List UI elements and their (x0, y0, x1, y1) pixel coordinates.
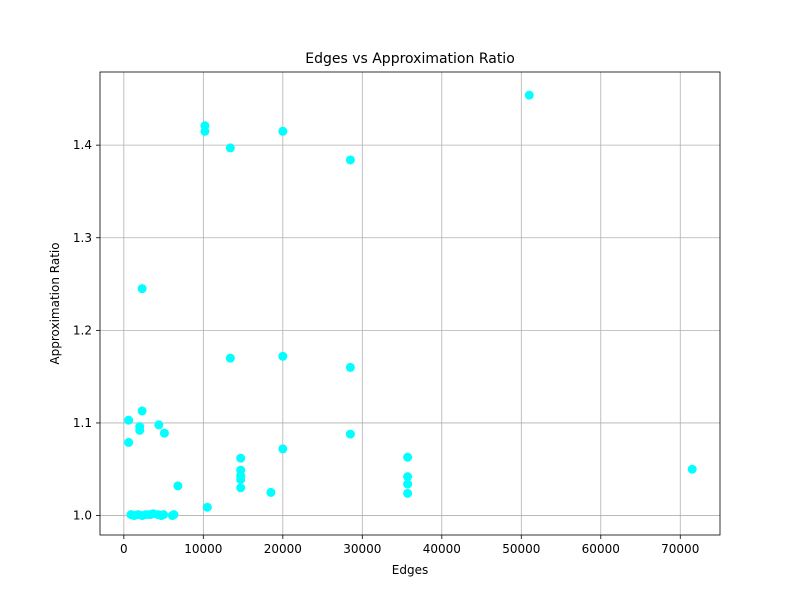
y-tick-label: 1.4 (73, 138, 92, 152)
data-point (173, 481, 183, 491)
x-tick-label: 50000 (502, 542, 540, 556)
data-point (236, 483, 246, 493)
data-point (169, 510, 179, 520)
data-point (278, 126, 288, 136)
data-point (124, 437, 134, 447)
x-axis-ticks: 0 10000 20000 30000 40000 50000 60000 70000 (120, 535, 699, 556)
data-point (403, 452, 413, 462)
data-point (137, 284, 147, 294)
y-tick-label: 1.0 (73, 509, 92, 523)
data-point (159, 428, 169, 438)
x-tick-label: 30000 (343, 542, 381, 556)
plot-frame (99, 71, 721, 536)
data-point (403, 472, 413, 482)
data-point (225, 353, 235, 363)
x-tick-label: 20000 (264, 542, 302, 556)
y-axis-label: Approximation Ratio (48, 242, 62, 364)
data-point (687, 464, 697, 474)
chart-title: Edges vs Approximation Ratio (305, 51, 515, 67)
data-point (403, 479, 413, 489)
data-point (266, 487, 276, 497)
data-point (345, 155, 355, 165)
y-tick-label: 1.3 (73, 231, 92, 245)
data-point (345, 429, 355, 439)
data-point (403, 488, 413, 498)
x-tick-label: 10000 (184, 542, 222, 556)
y-tick-label: 1.2 (73, 323, 92, 337)
data-point (202, 502, 212, 512)
grid-lines (100, 72, 720, 535)
data-point (124, 415, 134, 425)
x-tick-label: 0 (120, 542, 128, 556)
data-point (159, 510, 169, 520)
y-axis-ticks: 1.0 1.1 1.2 1.3 1.4 (73, 138, 100, 523)
x-tick-label: 40000 (423, 542, 461, 556)
x-tick-label: 60000 (582, 542, 620, 556)
data-point (345, 362, 355, 372)
data-point (278, 351, 288, 361)
data-point (236, 453, 246, 463)
x-tick-label: 70000 (661, 542, 699, 556)
data-point (200, 126, 210, 136)
data-point (278, 444, 288, 454)
data-point (225, 143, 235, 153)
data-point (236, 474, 246, 484)
data-point (135, 425, 145, 435)
data-point (524, 90, 534, 100)
x-axis-label: Edges (392, 563, 428, 577)
data-point (154, 420, 164, 430)
data-point (137, 406, 147, 416)
y-tick-label: 1.1 (73, 416, 92, 430)
data-points (124, 90, 697, 521)
